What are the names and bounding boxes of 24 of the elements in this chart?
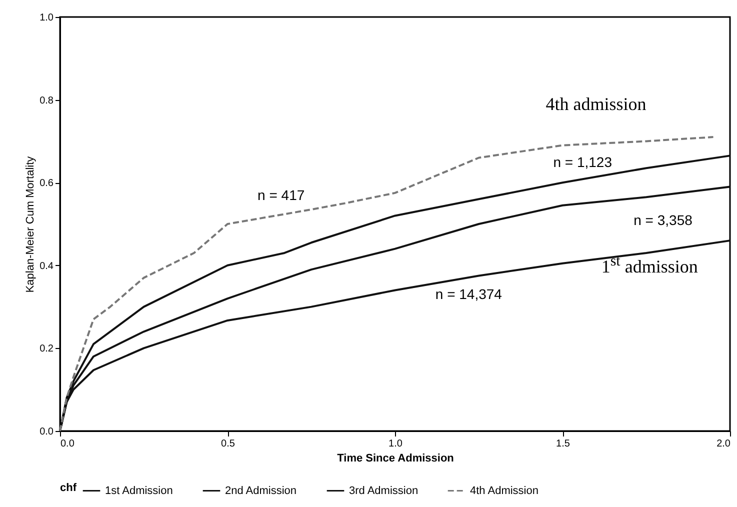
legend-label: 1st Admission — [105, 484, 173, 497]
y-tick-label: 0.8 — [40, 95, 54, 106]
y-tick-label: 0.0 — [40, 426, 54, 438]
x-tick-label: 0.0 — [60, 438, 75, 450]
y-tick-label: 0.6 — [40, 178, 54, 190]
annotation: n = 14,374 — [435, 286, 502, 302]
annotation: n = 1,123 — [553, 154, 612, 170]
annotation: n = 3,358 — [634, 212, 692, 228]
legend-label: 3rd Admission — [349, 484, 418, 497]
legend-title: chf — [60, 482, 77, 494]
x-axis-title: Time Since Admission — [337, 452, 454, 464]
annotation: 1$^{st}$ admission — [601, 254, 698, 277]
y-axis-title: Kaplan-Meier Cum Mortality — [24, 156, 37, 293]
y-tick-label: 1.0 — [40, 12, 54, 24]
annotation: 4th admission — [546, 94, 646, 114]
x-tick-label: 0.5 — [221, 438, 236, 450]
y-tick-label: 0.4 — [40, 260, 54, 272]
x-tick-label: 1.0 — [388, 438, 403, 450]
y-tick-label: 0.2 — [40, 344, 54, 355]
annotation: n = 417 — [258, 187, 305, 204]
x-tick-label: 1.5 — [556, 438, 570, 450]
x-tick-label: 2.0 — [716, 438, 731, 450]
legend-label: 2nd Admission — [225, 484, 297, 497]
legend-label: 4th Admission — [470, 484, 538, 497]
